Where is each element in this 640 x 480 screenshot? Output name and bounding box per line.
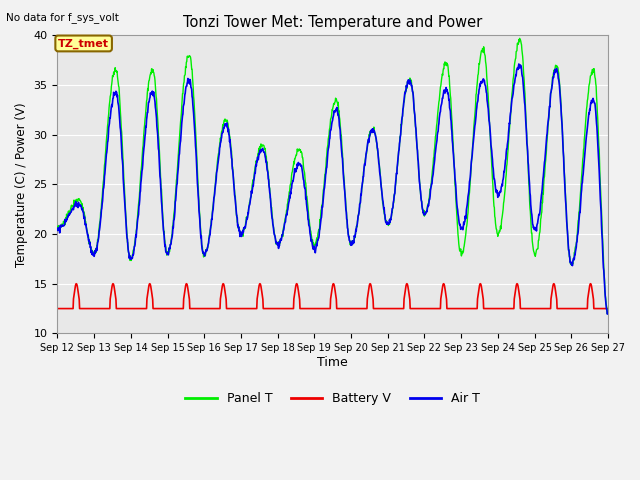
Y-axis label: Temperature (C) / Power (V): Temperature (C) / Power (V) [15,102,28,267]
Legend: Panel T, Battery V, Air T: Panel T, Battery V, Air T [180,387,485,410]
Title: Tonzi Tower Met: Temperature and Power: Tonzi Tower Met: Temperature and Power [183,15,483,30]
X-axis label: Time: Time [317,356,348,369]
Text: No data for f_sys_volt: No data for f_sys_volt [6,12,119,23]
Text: TZ_tmet: TZ_tmet [58,38,109,48]
